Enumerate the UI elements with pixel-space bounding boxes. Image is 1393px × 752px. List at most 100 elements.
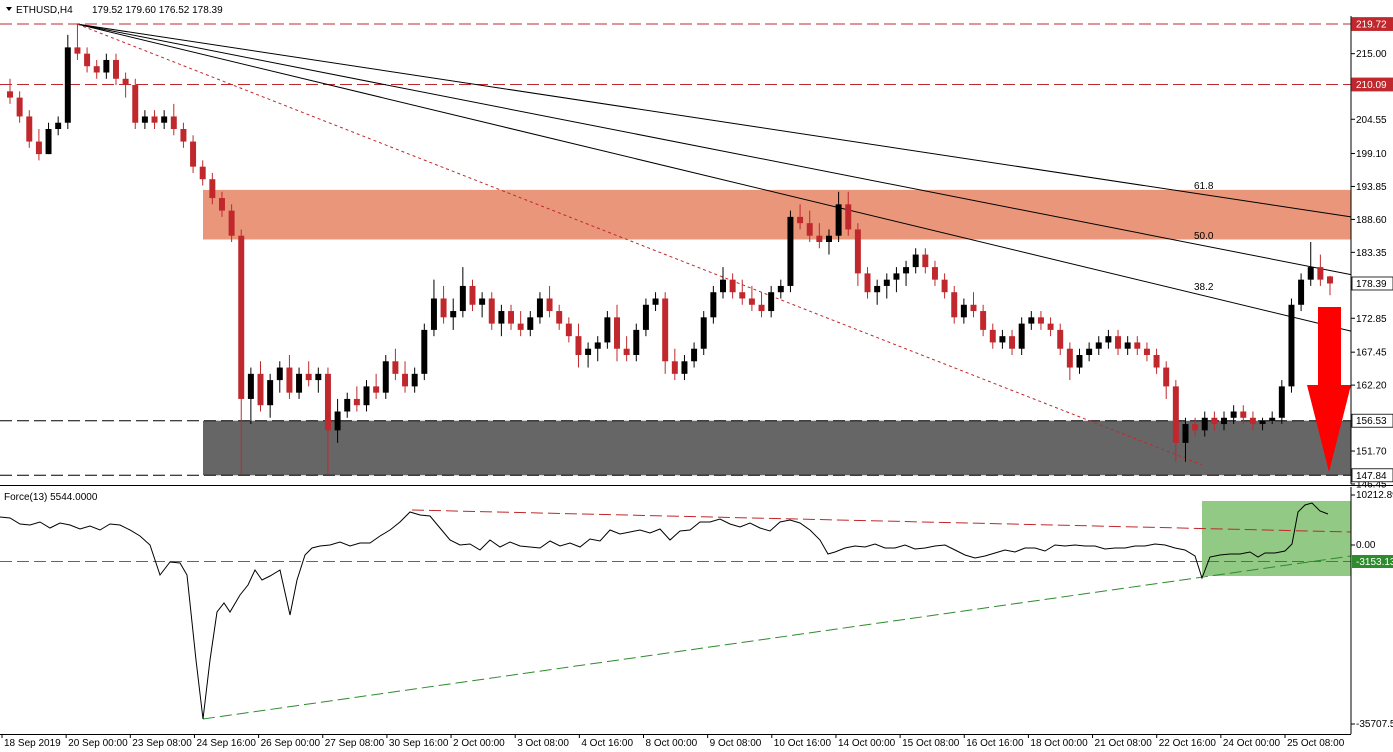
candle-body (720, 279, 726, 293)
price-tick-label: 204.55 (1356, 115, 1387, 126)
candle-body (835, 204, 842, 236)
candle-body (671, 361, 678, 374)
candle-body (218, 198, 225, 211)
time-tick-label: 24 Sep 16:00 (196, 738, 256, 749)
force-rising-trendline (202, 555, 1352, 720)
candle-body (373, 386, 380, 393)
candle-body (353, 398, 360, 406)
time-tick-label: 25 Oct 08:00 (1287, 738, 1345, 749)
candle-body (421, 329, 428, 374)
candle-body (797, 216, 804, 224)
time-tick-label: 10 Oct 16:00 (774, 738, 832, 749)
candle-body (594, 342, 601, 349)
candle-body (1288, 304, 1295, 387)
resistance-zone (203, 189, 1351, 240)
candle-body (691, 348, 698, 362)
candle-body (190, 141, 197, 167)
candle-body (267, 380, 274, 406)
candle-body (1047, 323, 1054, 330)
candle-body (209, 179, 216, 199)
time-tick-label: 24 Oct 00:00 (1223, 738, 1281, 749)
zones-layer (203, 189, 1351, 476)
candle-body (1076, 354, 1083, 368)
trendlines-layer (77, 23, 1352, 466)
time-tick-label: 3 Oct 08:00 (517, 738, 569, 749)
candle-body (411, 373, 418, 387)
time-tick-label: 30 Sep 16:00 (389, 738, 449, 749)
candle-body (874, 285, 881, 293)
force-indicator-layer (0, 501, 1352, 720)
candle-body (35, 141, 42, 155)
candle-body (132, 85, 139, 123)
candle-body (1066, 348, 1073, 368)
force-level-low: -35707.55 (1356, 719, 1393, 730)
candle-body (315, 373, 322, 381)
candle-body (816, 235, 823, 242)
chart-symbol: ETHUSD,H4 (16, 5, 73, 16)
price-tag-box (1351, 77, 1393, 92)
candle-body (1095, 342, 1102, 349)
price-tick-label: 167.45 (1356, 348, 1387, 359)
force-mid-tag (1352, 555, 1393, 568)
candle-body (286, 367, 293, 393)
fib-label-382: 38.2 (1194, 282, 1214, 293)
arrow-layer (1307, 307, 1351, 472)
force-level-zero: 0.00 (1356, 540, 1376, 551)
candle-body (893, 273, 900, 280)
bearish-arrow-icon (1307, 307, 1351, 472)
candle-body (402, 373, 409, 387)
candle-body (296, 373, 303, 393)
candle-body (517, 323, 524, 330)
time-axis: 18 Sep 2019 20 Sep 00:00 23 Sep 08:00 24 Se… (1, 734, 1345, 749)
candle-body (363, 386, 370, 406)
candle-body (238, 235, 245, 399)
candle-body (1172, 386, 1179, 443)
candle-body (1317, 267, 1324, 280)
candle-body (228, 210, 235, 236)
candles-layer (7, 24, 1333, 475)
price-tag-label: 147.84 (1356, 471, 1387, 482)
candle-body (1163, 367, 1170, 387)
price-tick-label: 162.20 (1356, 381, 1387, 392)
candle-body (1124, 342, 1131, 349)
candle-body (1086, 348, 1093, 355)
candle-body (1249, 417, 1256, 425)
price-tick-label: 183.35 (1356, 248, 1387, 259)
candle-body (1009, 336, 1016, 349)
candle-body (883, 279, 890, 286)
candle-body (922, 254, 929, 268)
price-tag-box (1351, 276, 1393, 291)
candle-body (1018, 323, 1025, 349)
time-tick-label: 16 Oct 16:00 (966, 738, 1024, 749)
candle-body (825, 235, 832, 242)
time-tick-label: 27 Sep 08:00 (325, 738, 385, 749)
candle-body (623, 348, 630, 355)
candle-body (450, 311, 457, 318)
candle-body (498, 311, 505, 324)
candle-body (276, 367, 283, 381)
price-tag-label: 156.53 (1356, 416, 1387, 427)
fib-label-500: 50.0 (1194, 231, 1214, 242)
price-tag-box (1351, 468, 1393, 483)
candle-body (546, 298, 553, 312)
candle-body (864, 273, 871, 293)
candle-body (1230, 411, 1237, 418)
candle-body (970, 304, 977, 312)
candle-body (739, 292, 746, 299)
candle-body (122, 78, 129, 86)
price-tag-label: 178.39 (1356, 279, 1387, 290)
collapse-triangle-icon[interactable] (6, 7, 12, 11)
candle-body (257, 373, 264, 406)
candle-body (1211, 417, 1218, 425)
candle-body (845, 204, 852, 230)
force-highlight-zone (1202, 501, 1351, 576)
candle-body (488, 298, 495, 324)
candle-body (55, 122, 62, 129)
price-tag-label: 210.09 (1356, 80, 1387, 91)
candle-body (1028, 317, 1035, 324)
candle-body (556, 311, 563, 324)
candle-body (912, 254, 919, 268)
candle-body (614, 317, 620, 349)
